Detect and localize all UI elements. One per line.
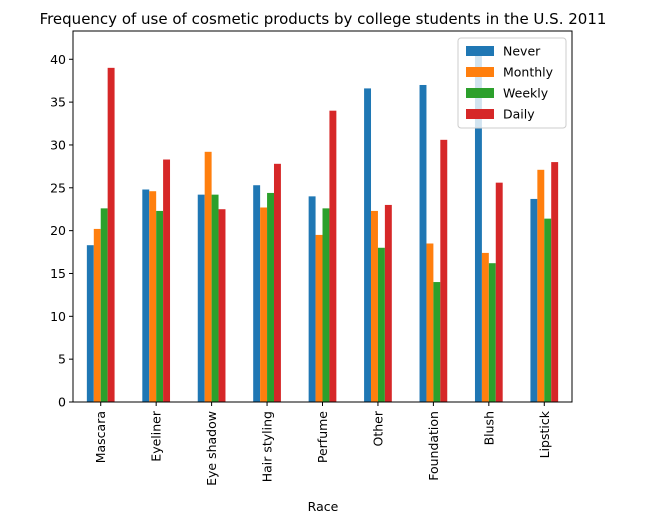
legend: Never Monthly Weekly Daily bbox=[457, 37, 567, 129]
legend-box bbox=[457, 37, 567, 129]
bar-weekly-mascara bbox=[100, 208, 108, 402]
bar-daily-lipstick bbox=[551, 162, 559, 402]
bar-daily-eyeliner bbox=[163, 159, 171, 402]
bar-monthly-lipstick bbox=[537, 169, 545, 402]
bar-never-foundation bbox=[419, 84, 427, 402]
bar-monthly-foundation bbox=[426, 243, 434, 402]
bar-monthly-hair-styling bbox=[260, 207, 268, 402]
x-tick-label: Eyeliner bbox=[149, 410, 164, 462]
bar-never-blush bbox=[474, 50, 482, 403]
y-tick-label: 0 bbox=[58, 395, 66, 410]
legend-label-never: Never bbox=[503, 44, 541, 59]
bar-weekly-perfume bbox=[322, 208, 330, 402]
bar-monthly-mascara bbox=[93, 228, 101, 402]
bar-monthly-other bbox=[371, 210, 378, 402]
x-tick-label: Hair styling bbox=[260, 411, 275, 482]
bars-layer bbox=[86, 50, 559, 403]
chart-title: Frequency of use of cosmetic products by… bbox=[40, 10, 607, 28]
bar-weekly-blush bbox=[488, 263, 496, 402]
bar-never-hair-styling bbox=[253, 185, 261, 402]
bar-never-other bbox=[364, 88, 372, 402]
x-axis-label: Race bbox=[308, 499, 339, 514]
bar-weekly-eye-shadow bbox=[211, 194, 219, 402]
bar-daily-other bbox=[384, 204, 392, 402]
bar-monthly-eye-shadow bbox=[204, 151, 212, 402]
y-tick-label: 5 bbox=[58, 352, 66, 367]
legend-label-monthly: Monthly bbox=[503, 65, 554, 80]
legend-swatch-monthly bbox=[466, 67, 494, 77]
legend-swatch-weekly bbox=[466, 88, 494, 98]
bar-daily-foundation bbox=[440, 139, 448, 402]
y-tick-label: 30 bbox=[50, 137, 66, 152]
x-tick-label: Perfume bbox=[315, 411, 330, 463]
y-axis: 0 5 10 15 20 25 30 35 40 bbox=[50, 52, 73, 410]
bar-daily-perfume bbox=[329, 110, 337, 403]
legend-swatch-never bbox=[466, 46, 494, 56]
bar-daily-mascara bbox=[107, 67, 115, 402]
bar-daily-eye-shadow bbox=[218, 209, 226, 402]
bar-never-perfume bbox=[308, 196, 316, 402]
y-tick-label: 15 bbox=[50, 266, 66, 281]
x-tick-label: Blush bbox=[481, 411, 496, 445]
y-tick-label: 20 bbox=[50, 223, 66, 238]
legend-swatch-daily bbox=[466, 109, 494, 119]
bar-never-mascara bbox=[86, 245, 94, 402]
bar-daily-blush bbox=[495, 182, 503, 402]
x-tick-label: Other bbox=[370, 410, 385, 446]
x-tick-label: Foundation bbox=[426, 411, 441, 481]
legend-label-weekly: Weekly bbox=[503, 86, 549, 101]
x-axis: Mascara Eyeliner Eye shadow Hair styling Per… bbox=[93, 402, 552, 486]
bar-never-lipstick bbox=[530, 198, 538, 402]
y-tick-label: 40 bbox=[50, 52, 66, 67]
bar-never-eye-shadow bbox=[197, 194, 205, 402]
bar-weekly-lipstick bbox=[544, 218, 552, 402]
y-tick-label: 35 bbox=[50, 95, 66, 110]
x-tick-label: Lipstick bbox=[537, 410, 552, 458]
bar-monthly-eyeliner bbox=[149, 191, 157, 402]
y-tick-label: 25 bbox=[50, 180, 66, 195]
bar-weekly-hair-styling bbox=[267, 192, 274, 402]
bar-weekly-foundation bbox=[433, 282, 441, 402]
bar-monthly-perfume bbox=[315, 234, 323, 402]
x-tick-label: Mascara bbox=[93, 411, 108, 463]
bar-never-eyeliner bbox=[142, 189, 150, 402]
bar-daily-hair-styling bbox=[273, 163, 281, 402]
bar-weekly-other bbox=[377, 247, 385, 402]
x-tick-label: Eye shadow bbox=[204, 411, 219, 486]
bar-weekly-eyeliner bbox=[156, 210, 164, 402]
y-tick-label: 10 bbox=[50, 309, 66, 324]
bar-monthly-blush bbox=[481, 252, 489, 402]
legend-label-daily: Daily bbox=[503, 107, 535, 122]
